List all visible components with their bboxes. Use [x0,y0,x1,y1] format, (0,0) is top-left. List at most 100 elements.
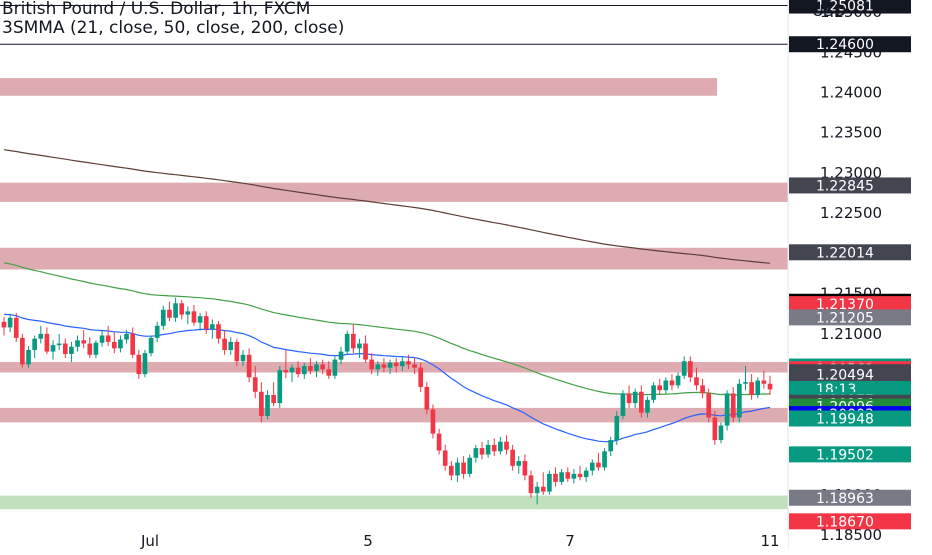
candle-body[interactable] [160,309,166,326]
candle-body[interactable] [412,364,417,368]
candle-body[interactable] [246,354,252,378]
candle-body[interactable] [222,338,227,350]
candle-body[interactable] [320,364,325,370]
candle-body[interactable] [69,346,74,354]
candle-body[interactable] [32,338,37,350]
candle-body[interactable] [81,340,86,344]
candle-body[interactable] [712,417,718,441]
candle-body[interactable] [7,317,13,328]
candle-body[interactable] [608,440,614,452]
candle-body[interactable] [142,353,148,375]
candle-body[interactable] [1,321,7,328]
support-zone[interactable] [0,495,788,510]
candle-body[interactable] [20,337,25,365]
candle-body[interactable] [669,380,675,386]
candle-body[interactable] [75,340,80,347]
candle-body[interactable] [399,361,405,367]
candle-body[interactable] [436,433,442,451]
candle-body[interactable] [657,385,663,391]
candle-body[interactable] [216,324,221,339]
candle-body[interactable] [50,345,56,352]
price-label[interactable]: 1.19502 [789,446,911,463]
resistance-zone[interactable] [0,247,788,270]
candle-body[interactable] [767,383,773,390]
candle-body[interactable] [694,377,699,386]
candle-body[interactable] [197,316,203,323]
price-label[interactable]: 1.21205 [789,309,911,326]
candle-body[interactable] [295,367,301,375]
candle-body[interactable] [479,448,485,455]
candle-body[interactable] [424,386,430,410]
candle-body[interactable] [26,349,31,365]
candle-body[interactable] [13,317,19,338]
candle-body[interactable] [308,366,313,371]
candle-body[interactable] [504,441,509,450]
candle-body[interactable] [93,342,99,355]
price-label[interactable]: 1.21370 [789,296,911,313]
candle-body[interactable] [375,364,381,370]
candle-body[interactable] [761,380,767,384]
smma-21-line[interactable] [3,313,771,443]
candle-body[interactable] [510,449,515,466]
candle-body[interactable] [252,377,258,392]
price-label[interactable]: 1.18670 [789,513,911,530]
smma-200-line[interactable] [3,149,771,264]
price-axis[interactable]: 1.185001.190001.195001.200001.205001.210… [787,0,932,550]
candle-body[interactable] [265,395,270,416]
time-axis[interactable]: Jul 5 7 11 [0,532,788,550]
candle-body[interactable] [620,393,626,416]
candle-body[interactable] [461,462,466,474]
candle-body[interactable] [314,364,319,371]
candle-body[interactable] [38,333,44,339]
candle-body[interactable] [706,393,712,418]
candle-body[interactable] [583,470,589,478]
symbol-title[interactable]: British Pound / U.S. Dollar, 1h, FXCM [2,0,311,19]
candle-body[interactable] [130,333,136,355]
price-label[interactable]: 1.19948 [789,410,911,428]
candle-body[interactable] [688,361,693,378]
candle-body[interactable] [473,448,479,458]
candle-body[interactable] [632,391,638,404]
candle-body[interactable] [577,473,583,478]
candle-body[interactable] [363,343,368,360]
candle-body[interactable] [240,354,246,362]
candle-body[interactable] [185,311,191,315]
candle-body[interactable] [559,472,564,482]
candle-body[interactable] [565,472,571,479]
candle-body[interactable] [369,359,375,370]
resistance-zone[interactable] [0,407,788,423]
candle-body[interactable] [234,341,240,362]
candle-body[interactable] [626,393,632,404]
candle-body[interactable] [332,359,338,376]
candle-body[interactable] [301,366,307,375]
candle-body[interactable] [136,354,142,375]
candle-body[interactable] [167,309,172,318]
candle-body[interactable] [553,473,558,482]
candle-body[interactable] [442,450,448,466]
candle-body[interactable] [638,391,644,413]
candle-body[interactable] [571,473,577,479]
candles-layer[interactable] [1,297,773,505]
candle-body[interactable] [124,333,129,340]
indicator-title[interactable]: 3SMMA (21, close, 50, close, 200, close) [2,18,345,38]
candle-body[interactable] [87,343,93,355]
currency-label[interactable]: USD [812,1,847,20]
candle-body[interactable] [743,382,748,384]
candle-body[interactable] [718,425,724,441]
resistance-zone[interactable] [0,78,718,96]
candle-body[interactable] [179,303,185,315]
candle-body[interactable] [228,341,234,350]
candle-body[interactable] [589,462,595,471]
price-label[interactable]: 1.18963 [789,489,911,507]
candle-body[interactable] [540,486,546,492]
candle-body[interactable] [663,380,669,391]
candle-body[interactable] [357,343,362,349]
candle-body[interactable] [277,370,283,404]
candle-body[interactable] [455,462,460,476]
candle-body[interactable] [62,343,68,354]
candle-body[interactable] [173,303,178,318]
candle-body[interactable] [491,444,497,452]
candle-body[interactable] [737,383,742,418]
candle-body[interactable] [602,451,607,468]
